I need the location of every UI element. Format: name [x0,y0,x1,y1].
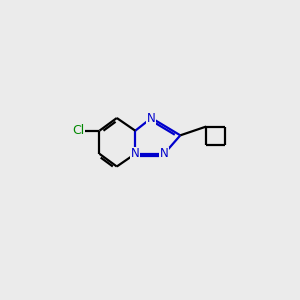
Text: N: N [131,147,140,160]
Text: N: N [160,147,169,160]
Text: N: N [147,112,156,124]
Text: Cl: Cl [73,124,85,137]
